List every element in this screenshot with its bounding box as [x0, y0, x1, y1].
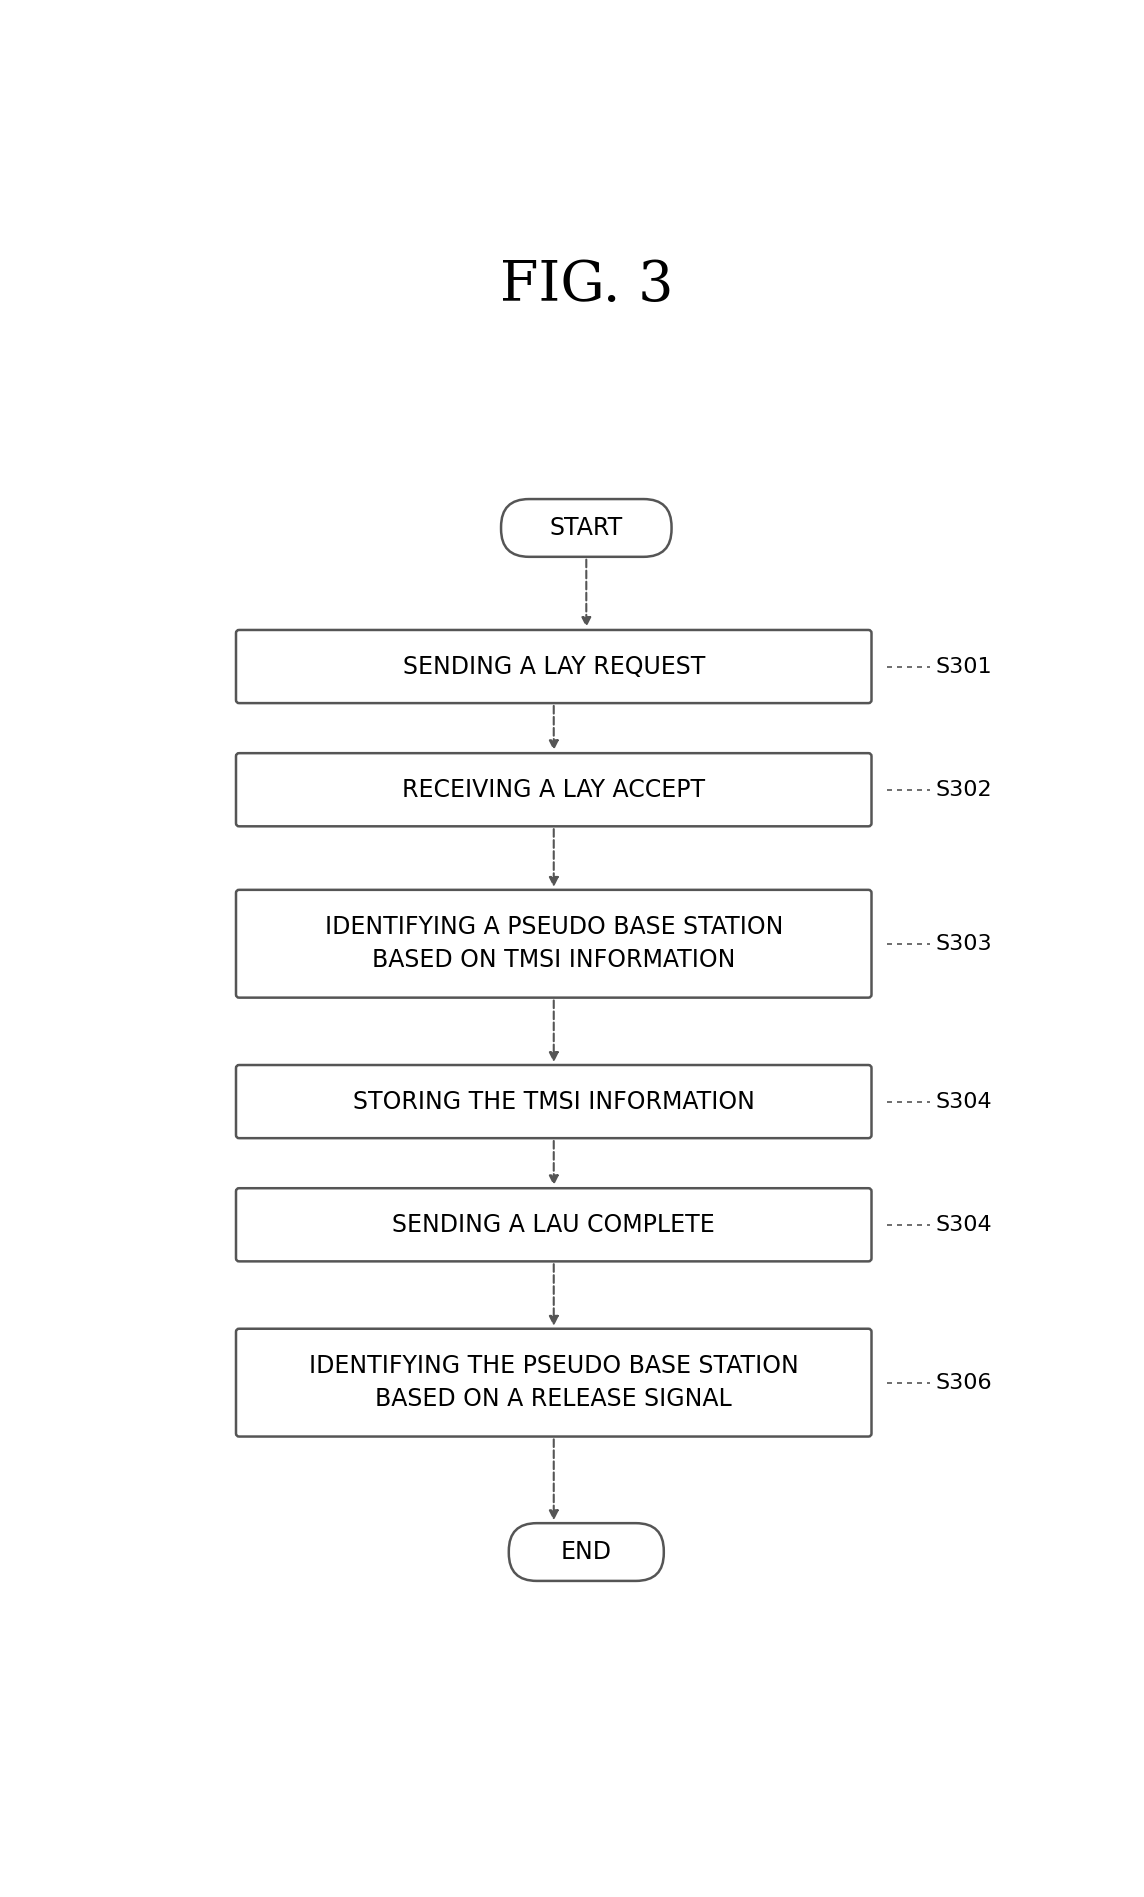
Text: S306: S306 [936, 1373, 993, 1392]
FancyBboxPatch shape [236, 1328, 872, 1436]
Text: RECEIVING A LAY ACCEPT: RECEIVING A LAY ACCEPT [403, 778, 706, 802]
FancyBboxPatch shape [236, 890, 872, 998]
FancyBboxPatch shape [236, 753, 872, 827]
FancyBboxPatch shape [501, 499, 672, 558]
Text: START: START [549, 516, 623, 541]
Text: END: END [561, 1540, 612, 1563]
Text: SENDING A LAU COMPLETE: SENDING A LAU COMPLETE [392, 1212, 715, 1237]
FancyBboxPatch shape [236, 1188, 872, 1262]
Text: S304: S304 [936, 1214, 993, 1235]
FancyBboxPatch shape [509, 1523, 664, 1580]
Text: SENDING A LAY REQUEST: SENDING A LAY REQUEST [403, 654, 705, 679]
FancyBboxPatch shape [236, 1064, 872, 1138]
Text: S303: S303 [936, 933, 993, 954]
Text: IDENTIFYING THE PSEUDO BASE STATION
BASED ON A RELEASE SIGNAL: IDENTIFYING THE PSEUDO BASE STATION BASE… [309, 1354, 799, 1411]
Text: IDENTIFYING A PSEUDO BASE STATION
BASED ON TMSI INFORMATION: IDENTIFYING A PSEUDO BASE STATION BASED … [325, 914, 782, 973]
Text: S302: S302 [936, 780, 993, 801]
FancyBboxPatch shape [236, 630, 872, 704]
Text: S304: S304 [936, 1091, 993, 1112]
Text: STORING THE TMSI INFORMATION: STORING THE TMSI INFORMATION [352, 1089, 755, 1114]
Text: S301: S301 [936, 656, 993, 677]
Text: FIG. 3: FIG. 3 [500, 258, 673, 313]
